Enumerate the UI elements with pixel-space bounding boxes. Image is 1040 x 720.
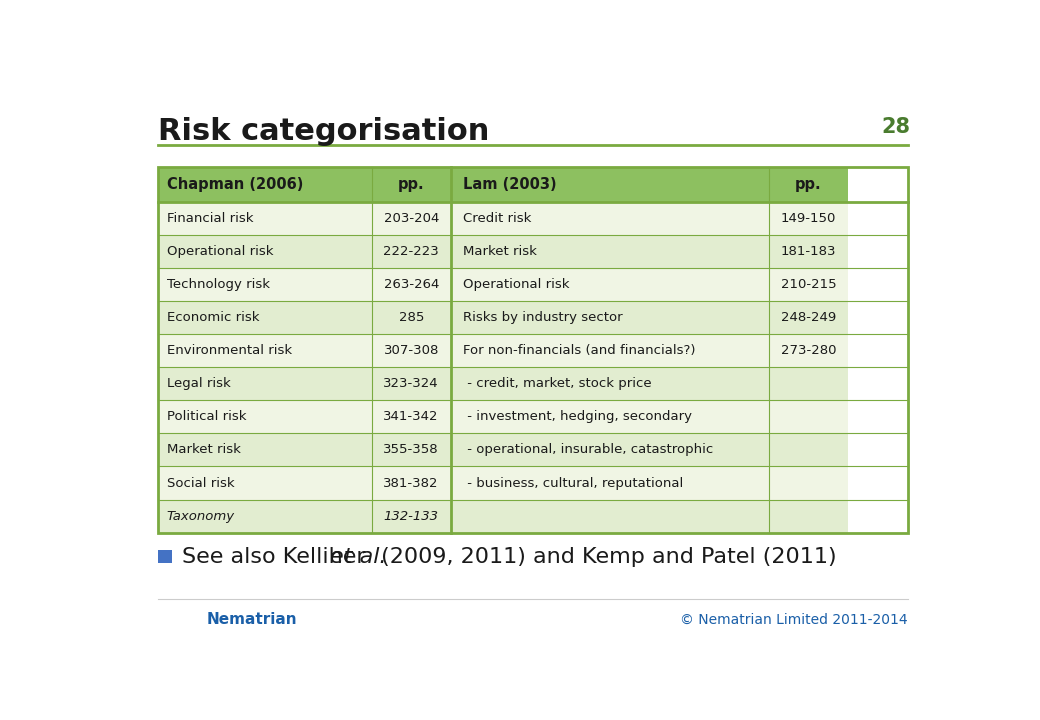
Bar	[372, 202, 450, 235]
Text: Operational risk: Operational risk	[166, 245, 274, 258]
Text: 149-150: 149-150	[781, 212, 836, 225]
Text: Taxonomy: Taxonomy	[166, 510, 235, 523]
Text: © Nematrian Limited 2011-2014: © Nematrian Limited 2011-2014	[680, 613, 908, 626]
Bar	[372, 400, 450, 433]
Text: 341-342: 341-342	[384, 410, 439, 423]
Text: 181-183: 181-183	[781, 245, 836, 258]
Text: Financial risk: Financial risk	[166, 212, 254, 225]
Text: Economic risk: Economic risk	[166, 311, 259, 324]
Bar	[158, 167, 372, 202]
Bar	[450, 301, 770, 334]
Text: Social risk: Social risk	[166, 477, 234, 490]
Text: Chapman (2006): Chapman (2006)	[166, 176, 303, 192]
Text: 248-249: 248-249	[781, 311, 836, 324]
Text: 222-223: 222-223	[384, 245, 439, 258]
Bar	[450, 433, 770, 467]
Bar	[158, 500, 372, 533]
Text: 132-133: 132-133	[384, 510, 439, 523]
Bar	[450, 400, 770, 433]
Bar	[770, 400, 848, 433]
Bar	[770, 467, 848, 500]
Bar	[372, 433, 450, 467]
Text: pp.: pp.	[398, 176, 424, 192]
Text: - business, cultural, reputational: - business, cultural, reputational	[463, 477, 683, 490]
Bar	[158, 334, 372, 367]
Text: See also Kelliher: See also Kelliher	[182, 546, 373, 567]
Text: Lam (2003): Lam (2003)	[463, 176, 556, 192]
Bar	[158, 167, 908, 533]
Text: 263-264: 263-264	[384, 278, 439, 291]
Text: 381-382: 381-382	[384, 477, 439, 490]
Text: Technology risk: Technology risk	[166, 278, 269, 291]
Text: - investment, hedging, secondary: - investment, hedging, secondary	[463, 410, 693, 423]
Bar	[770, 235, 848, 268]
Bar	[450, 500, 770, 533]
Text: Market risk: Market risk	[463, 245, 538, 258]
Text: - credit, market, stock price: - credit, market, stock price	[463, 377, 652, 390]
Bar	[450, 367, 770, 400]
Bar	[158, 202, 372, 235]
Text: Operational risk: Operational risk	[463, 278, 570, 291]
Bar	[372, 367, 450, 400]
Text: 273-280: 273-280	[781, 344, 836, 357]
Bar	[770, 334, 848, 367]
Bar	[158, 367, 372, 400]
Text: (2009, 2011) and Kemp and Patel (2011): (2009, 2011) and Kemp and Patel (2011)	[374, 546, 836, 567]
Bar	[450, 334, 770, 367]
Bar	[770, 167, 848, 202]
Bar	[372, 235, 450, 268]
Text: 210-215: 210-215	[781, 278, 836, 291]
Bar	[450, 268, 770, 301]
Text: Environmental risk: Environmental risk	[166, 344, 292, 357]
Bar	[372, 167, 450, 202]
Text: Market risk: Market risk	[166, 444, 240, 456]
Bar	[158, 301, 372, 334]
Bar	[372, 301, 450, 334]
Bar	[158, 400, 372, 433]
Bar	[770, 268, 848, 301]
Bar	[158, 467, 372, 500]
Text: - operational, insurable, catastrophic: - operational, insurable, catastrophic	[463, 444, 713, 456]
Bar	[372, 334, 450, 367]
Text: 307-308: 307-308	[384, 344, 439, 357]
Text: 285: 285	[398, 311, 424, 324]
Bar	[158, 235, 372, 268]
Bar	[450, 202, 770, 235]
Text: Legal risk: Legal risk	[166, 377, 231, 390]
Bar	[372, 268, 450, 301]
Bar	[770, 301, 848, 334]
Text: Risk categorisation: Risk categorisation	[158, 117, 490, 146]
Text: 355-358: 355-358	[384, 444, 439, 456]
Text: 28: 28	[881, 117, 910, 137]
Text: Nematrian: Nematrian	[207, 612, 297, 627]
Bar	[770, 202, 848, 235]
Bar	[158, 433, 372, 467]
Bar	[372, 500, 450, 533]
Bar	[450, 235, 770, 268]
Text: et al.: et al.	[331, 546, 387, 567]
Text: pp.: pp.	[796, 176, 822, 192]
Bar	[770, 367, 848, 400]
Text: Risks by industry sector: Risks by industry sector	[463, 311, 623, 324]
Bar	[158, 268, 372, 301]
Text: 203-204: 203-204	[384, 212, 439, 225]
Bar	[450, 167, 770, 202]
Bar	[372, 467, 450, 500]
Bar	[770, 433, 848, 467]
Text: Credit risk: Credit risk	[463, 212, 531, 225]
Bar	[770, 500, 848, 533]
Bar	[450, 467, 770, 500]
Text: Political risk: Political risk	[166, 410, 246, 423]
Bar	[158, 549, 172, 564]
Text: For non-financials (and financials?): For non-financials (and financials?)	[463, 344, 696, 357]
Text: 323-324: 323-324	[384, 377, 439, 390]
